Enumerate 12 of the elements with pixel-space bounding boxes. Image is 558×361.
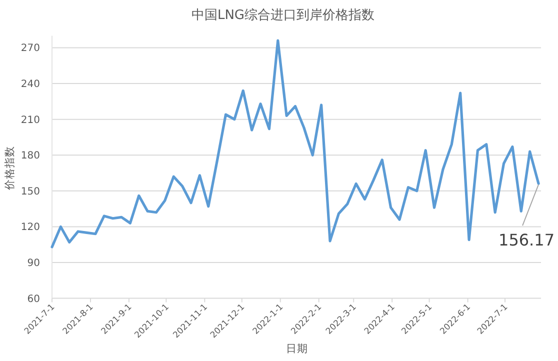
y-tick-label: 240 <box>20 79 40 90</box>
y-tick-label: 270 <box>20 43 40 54</box>
y-tick-label: 180 <box>20 150 40 162</box>
y-tick-label: 60 <box>27 294 40 305</box>
chart-title: 中国LNG综合进口到岸价格指数 <box>191 8 375 23</box>
x-axis-title: 日期 <box>286 343 308 355</box>
annotation: 156.17 <box>498 230 554 250</box>
y-tick-label: 90 <box>27 258 40 270</box>
y-tick-label: 210 <box>20 114 40 126</box>
y-axis-title: 价格指数 <box>4 146 16 191</box>
y-tick-label: 120 <box>20 222 40 234</box>
y-tick-label: 150 <box>20 186 40 198</box>
